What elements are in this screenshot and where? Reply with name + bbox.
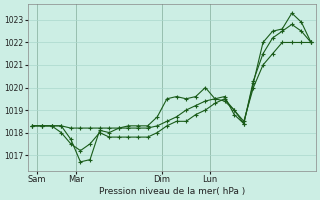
X-axis label: Pression niveau de la mer( hPa ): Pression niveau de la mer( hPa ) bbox=[99, 187, 245, 196]
